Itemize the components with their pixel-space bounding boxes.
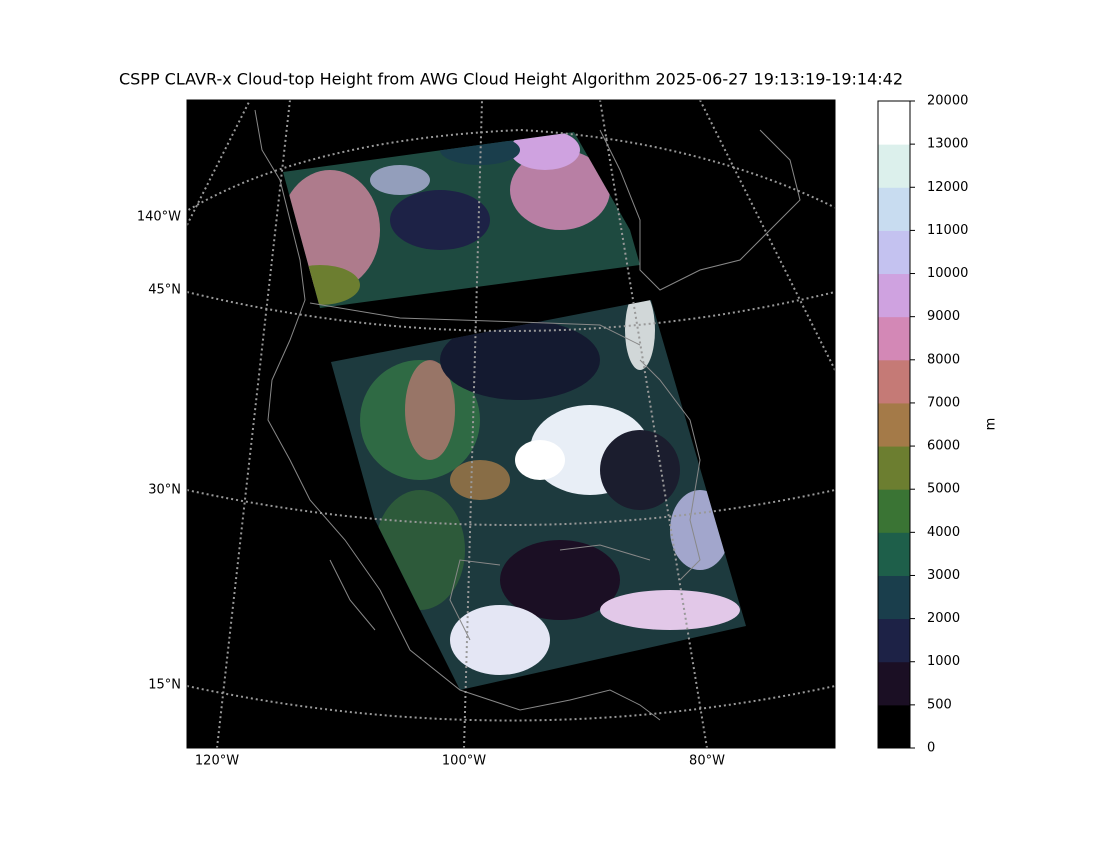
lat-label: 15°N bbox=[148, 678, 181, 693]
colorbar-frame bbox=[877, 100, 911, 749]
colorbar-segment bbox=[878, 618, 910, 663]
colorbar-tick-label: 0 bbox=[927, 741, 935, 756]
colorbar-segment bbox=[878, 402, 910, 447]
coastline bbox=[254, 109, 801, 721]
colorbar-segment bbox=[878, 316, 910, 361]
colorbar-segment bbox=[878, 446, 910, 490]
lat-label: 45°N bbox=[148, 283, 181, 298]
graticule bbox=[187, 685, 835, 722]
colorbar-tick-label: 500 bbox=[927, 697, 952, 712]
graticule bbox=[699, 100, 835, 371]
colorbar-tick-label: 7000 bbox=[927, 395, 960, 410]
colorbar-tick-label: 1000 bbox=[927, 654, 960, 669]
colorbar-tick-label: 3000 bbox=[927, 568, 960, 583]
graticule bbox=[187, 100, 251, 226]
colorbar-tick-label: 2000 bbox=[927, 611, 960, 626]
colorbar-segment bbox=[878, 704, 910, 749]
lat-label: 30°N bbox=[148, 483, 181, 498]
colorbar-tick-label: 8000 bbox=[927, 352, 960, 367]
colorbar-tick-label: 13000 bbox=[927, 137, 968, 152]
border bbox=[309, 302, 641, 346]
colorbar-segment bbox=[878, 575, 910, 620]
colorbar-segment bbox=[878, 101, 910, 145]
map-title: CSPP CLAVR-x Cloud-top Height from AWG C… bbox=[119, 70, 903, 89]
colorbar-segment bbox=[878, 532, 910, 576]
colorbar-label: m bbox=[984, 418, 999, 431]
colorbar-segment bbox=[878, 661, 910, 706]
colorbar-tick-label: 4000 bbox=[927, 525, 960, 540]
colorbar-tick-label: 11000 bbox=[927, 223, 968, 238]
swath-south bbox=[331, 300, 746, 690]
lat-label: 140°W bbox=[137, 210, 181, 225]
graticule bbox=[187, 291, 835, 332]
colorbar-tick-label: 10000 bbox=[927, 266, 968, 281]
graticule bbox=[187, 489, 835, 526]
colorbar-segment bbox=[878, 187, 910, 231]
colorbar-segment bbox=[878, 230, 910, 275]
map-content bbox=[187, 100, 835, 748]
lon-label: 100°W bbox=[442, 754, 486, 769]
lon-label: 120°W bbox=[195, 754, 239, 769]
colorbar-tick-label: 5000 bbox=[927, 482, 960, 497]
colorbar-tick-label: 12000 bbox=[927, 180, 968, 195]
map-frame bbox=[186, 99, 836, 749]
colorbar-segment bbox=[878, 489, 910, 533]
graticule bbox=[216, 100, 291, 748]
colorbar-segment bbox=[878, 359, 910, 404]
graticule bbox=[187, 128, 835, 212]
colorbar-segment bbox=[878, 144, 910, 188]
colorbar-segment bbox=[878, 273, 910, 318]
colorbar-tick-label: 20000 bbox=[927, 94, 968, 109]
graticule bbox=[463, 100, 483, 748]
colorbar-tick-label: 6000 bbox=[927, 439, 960, 454]
lon-label: 80°W bbox=[689, 754, 725, 769]
colorbar-tick-label: 9000 bbox=[927, 309, 960, 324]
